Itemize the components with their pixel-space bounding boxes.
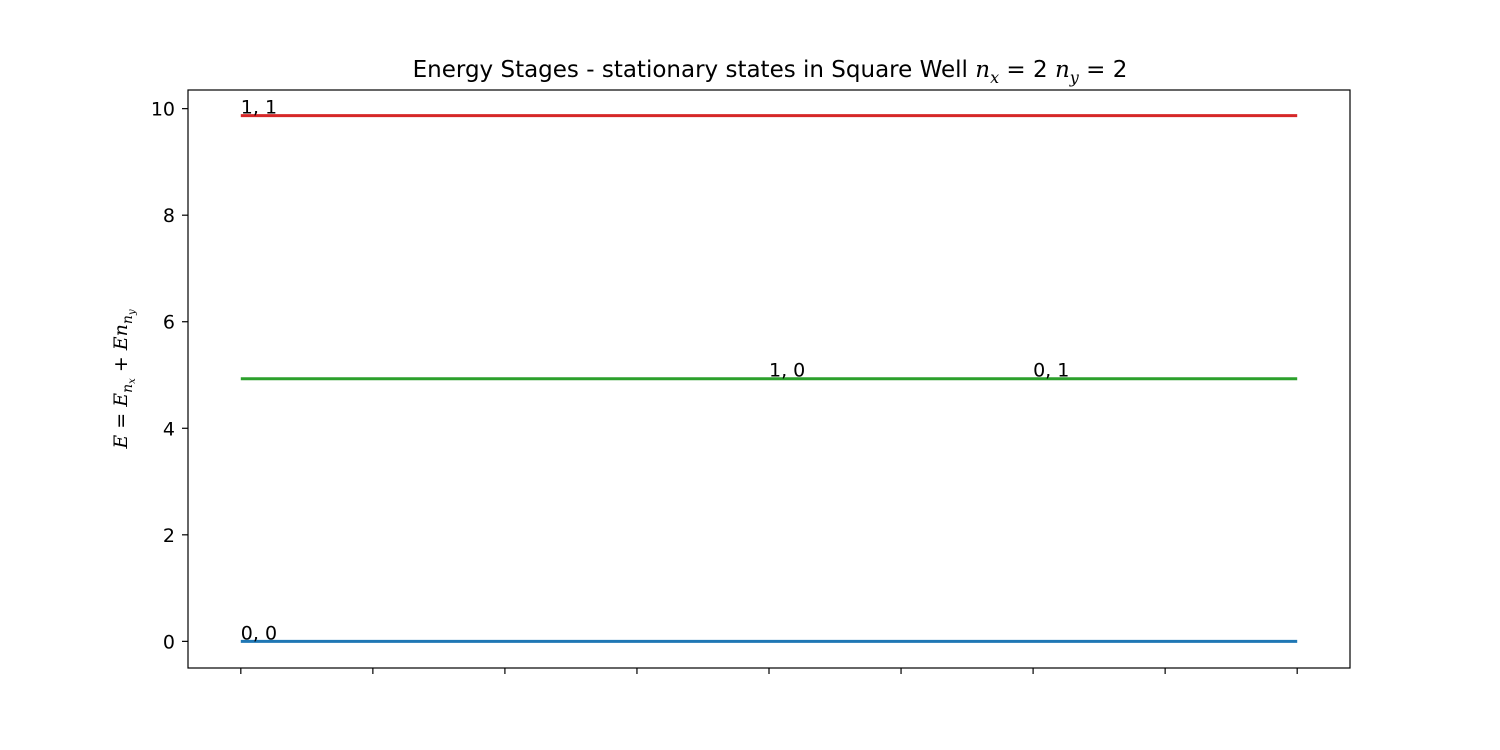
state-label-3: 0, 1 (1033, 360, 1069, 382)
chart-title: Energy Stages - stationary states in Squ… (413, 57, 1128, 87)
ylabel-equals: = (110, 407, 132, 435)
title-nx-value: = 2 (999, 57, 1055, 83)
title-nx-symbol: n (975, 57, 990, 83)
state-label-4: 1, 1 (241, 97, 277, 119)
title-ny-subscript: y (1069, 68, 1080, 87)
ylabel-n1-sub: x (127, 378, 138, 384)
ylabel-n2-sub-y: y (127, 309, 138, 316)
ylabel-n2-sub-n: n (120, 315, 136, 324)
ylabel-E: E (110, 435, 132, 450)
y-tick-label: 0 (163, 631, 175, 653)
title-nx-subscript: x (990, 68, 999, 87)
y-tick-label: 10 (151, 99, 175, 121)
y-tick-label: 4 (163, 418, 175, 440)
ylabel-E1: E (110, 393, 132, 408)
y-tick-label: 8 (163, 205, 175, 227)
ylabel-n2: n (110, 324, 132, 336)
title-ny-symbol: n (1055, 57, 1070, 83)
y-axis-ticks: 0 2 4 6 8 10 (151, 99, 188, 653)
title-ny-value: = 2 (1079, 57, 1128, 83)
series-layer (240, 114, 1298, 643)
ylabel-n1: n (120, 384, 136, 393)
y-axis-label: E = Enx + Enny (110, 309, 138, 450)
y-tick-label: 6 (163, 312, 175, 334)
x-axis-ticks (240, 668, 1298, 674)
state-label-2: 1, 0 (769, 360, 805, 382)
title-text: Energy Stages - stationary states in Squ… (413, 57, 976, 83)
ylabel-E2: E (110, 336, 132, 351)
ylabel-plus: + (110, 350, 132, 378)
state-label-1: 0, 0 (241, 622, 277, 644)
annotation-layer: 0, 0 1, 0 0, 1 1, 1 (241, 97, 1070, 645)
y-tick-label: 2 (163, 525, 175, 547)
